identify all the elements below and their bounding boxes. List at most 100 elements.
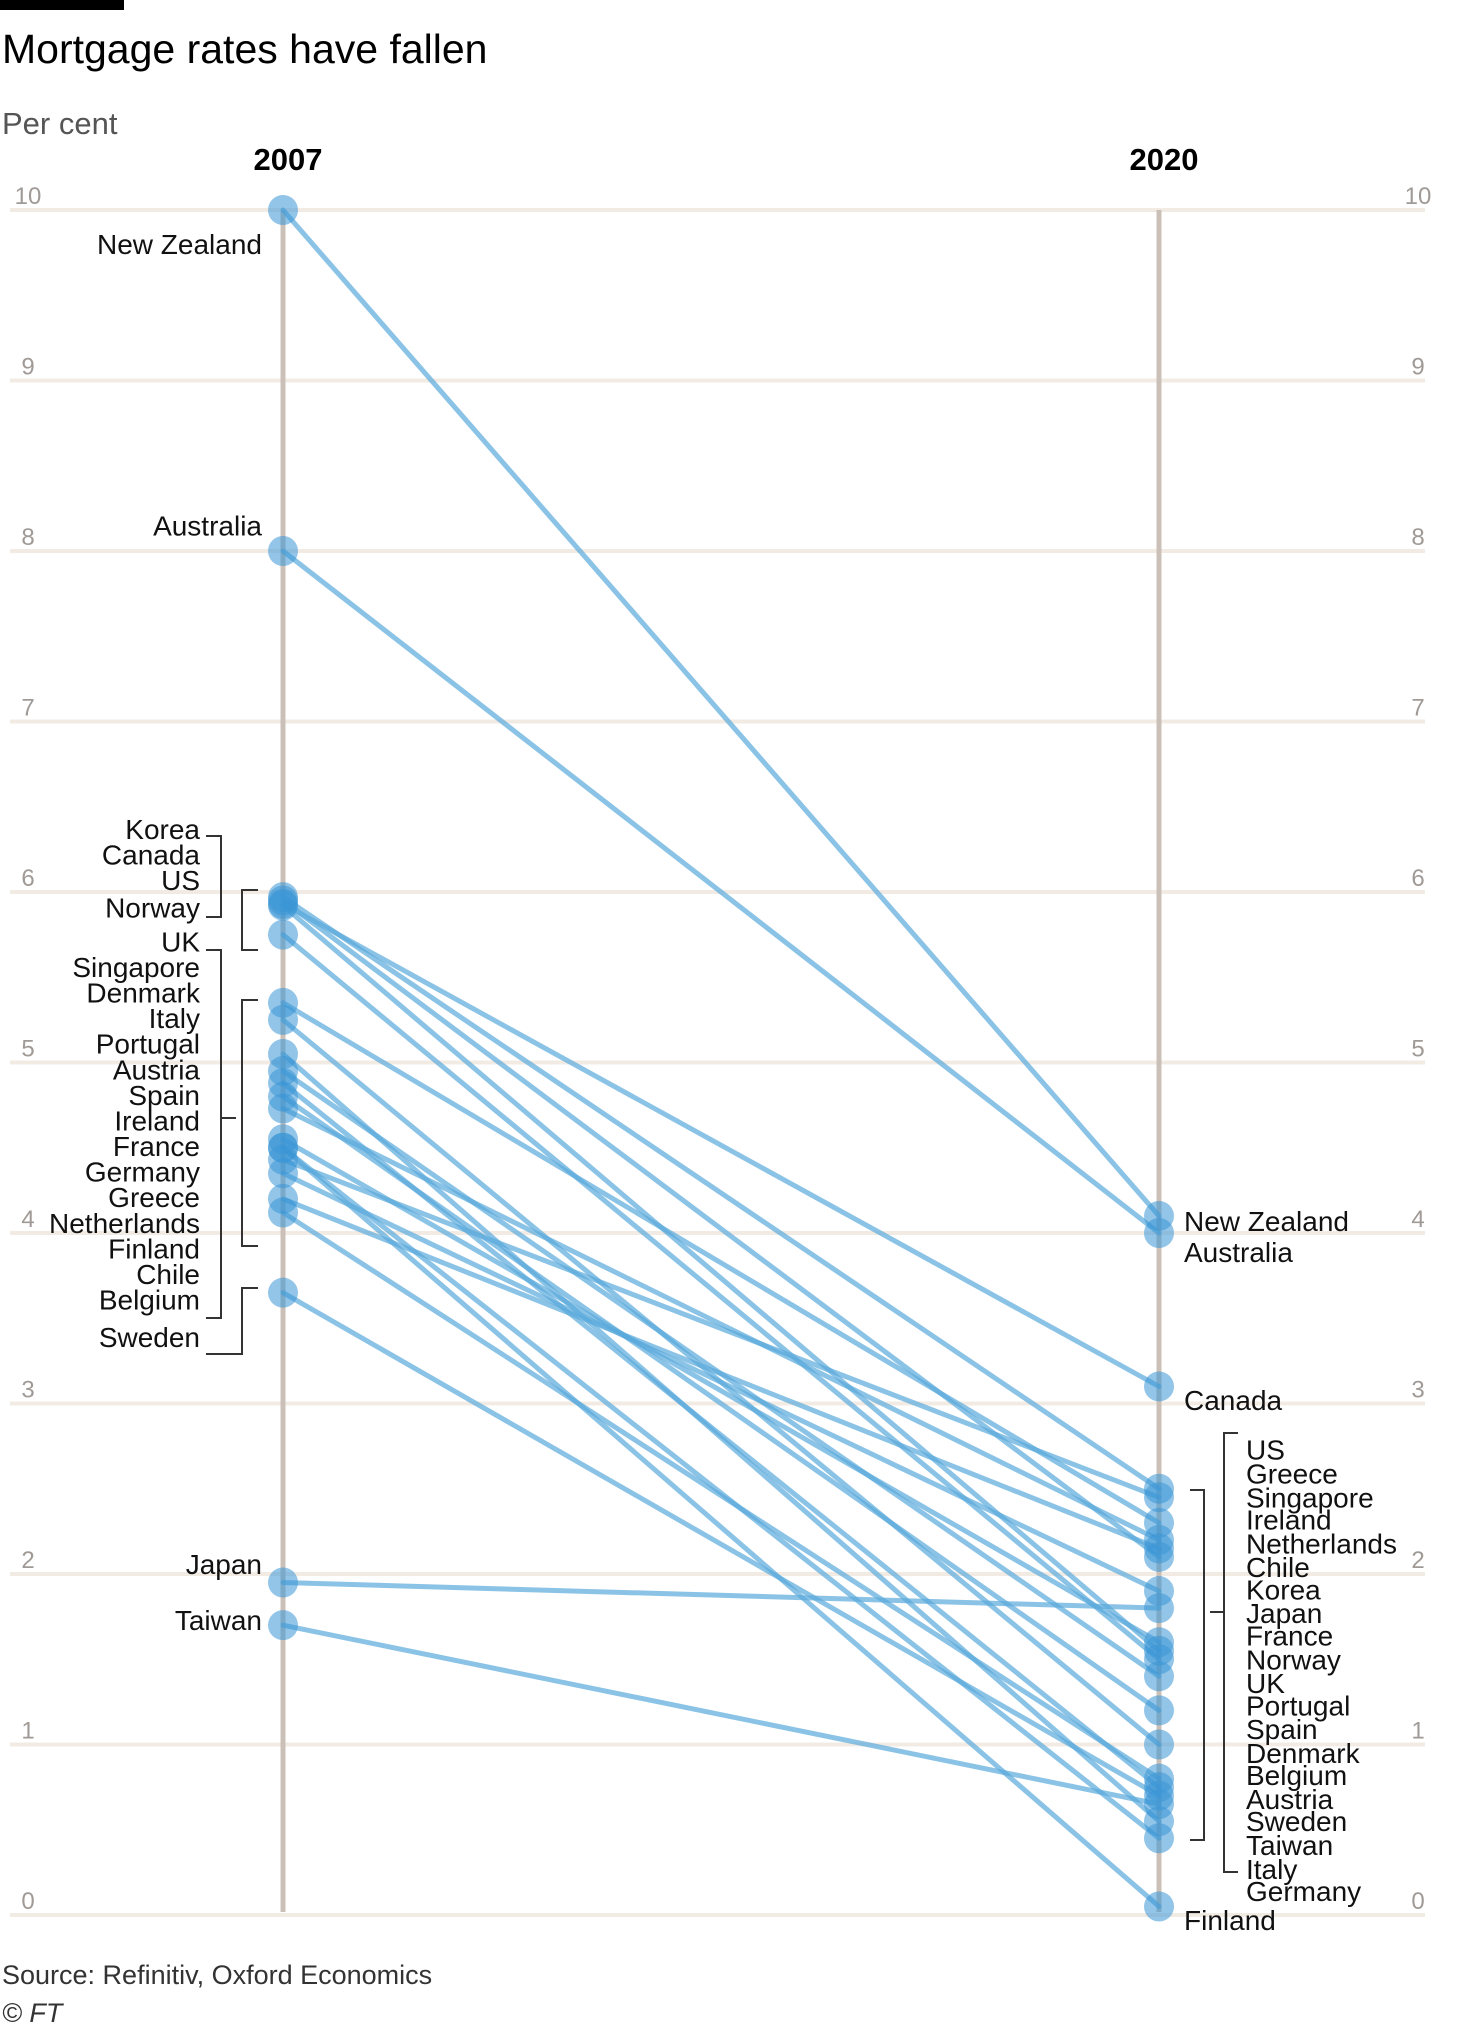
- label-2020-finland: Finland: [1184, 1905, 1276, 1936]
- label-2007-chile: Chile: [136, 1259, 200, 1290]
- label-2020-ireland: Ireland: [1246, 1504, 1332, 1535]
- bracket-sweden: [206, 1287, 258, 1355]
- label-2007-korea: Korea: [125, 814, 200, 845]
- point-2007-finland: [268, 1132, 298, 1163]
- label-2007-portugal: Portugal: [96, 1029, 200, 1060]
- line-norway: [280, 903, 1162, 1654]
- line-netherlands: [280, 1170, 1162, 1594]
- y-tick-left-4: 4: [21, 1206, 34, 1233]
- bracket-left-uk-belgium: [206, 949, 222, 1319]
- y-tick-right-3: 3: [1411, 1377, 1424, 1404]
- point-2020-greece: [1144, 1482, 1174, 1513]
- y-tick-right-9: 9: [1411, 354, 1424, 381]
- line-uk: [280, 932, 1162, 1662]
- label-2020-austria: Austria: [1246, 1784, 1334, 1815]
- label-2020-us: US: [1246, 1435, 1285, 1466]
- line-greece: [280, 1157, 1162, 1500]
- label-2007-ireland: Ireland: [114, 1105, 200, 1136]
- point-2020-finland: [1144, 1891, 1174, 1922]
- bracket-left-korea-norway: [206, 835, 222, 918]
- label-2007-finland: Finland: [108, 1233, 200, 1264]
- line-korea: [280, 898, 1162, 1560]
- line-new-zealand: [280, 207, 1162, 1219]
- label-2020-norway: Norway: [1246, 1644, 1341, 1675]
- y-tick-left-7: 7: [21, 695, 34, 722]
- chart-title: Mortgage rates have fallen: [2, 26, 488, 72]
- label-2007-taiwan: Taiwan: [175, 1605, 262, 1636]
- label-2020-denmark: Denmark: [1246, 1738, 1361, 1769]
- y-tick-left-9: 9: [21, 354, 34, 381]
- label-2007-greece: Greece: [108, 1182, 200, 1213]
- source-note: Source: Refinitiv, Oxford Economics: [2, 1960, 433, 1990]
- y-tick-left-5: 5: [21, 1036, 34, 1063]
- chart-subtitle: Per cent: [2, 106, 118, 141]
- label-2020-korea: Korea: [1246, 1574, 1321, 1605]
- top-rule: [0, 0, 124, 10]
- line-taiwan: [280, 1622, 1162, 1807]
- label-2020-greece: Greece: [1246, 1458, 1338, 1489]
- label-2020-belgium: Belgium: [1246, 1760, 1347, 1791]
- y-tick-left-0: 0: [21, 1888, 34, 1915]
- label-2007-sweden: Sweden: [99, 1322, 200, 1353]
- line-france: [280, 1136, 1162, 1645]
- point-2007-denmark: [268, 1004, 298, 1035]
- label-2020-sweden: Sweden: [1246, 1806, 1347, 1837]
- point-2020-spain: [1144, 1695, 1174, 1726]
- point-2007-australia: [268, 536, 298, 566]
- y-tick-right-10: 10: [1405, 183, 1432, 210]
- point-2007-japan: [268, 1567, 298, 1598]
- y-tick-left-6: 6: [21, 865, 34, 892]
- y-tick-right-7: 7: [1411, 695, 1424, 722]
- label-2020-japan: Japan: [1246, 1598, 1322, 1629]
- point-2007-netherlands: [268, 1158, 298, 1189]
- label-2007-us: US: [161, 865, 200, 896]
- point-2020-japan: [1144, 1593, 1174, 1624]
- label-2007-japan: Japan: [186, 1549, 262, 1580]
- line-australia: [280, 548, 1162, 1236]
- label-2020-australia: Australia: [1184, 1237, 1293, 1268]
- copyright-credit: © FT: [2, 1998, 63, 2028]
- label-2007-new-zealand: New Zealand: [97, 229, 262, 260]
- label-2007-norway: Norway: [105, 892, 200, 923]
- label-2007-germany: Germany: [85, 1157, 200, 1188]
- y-tick-right-0: 0: [1411, 1888, 1424, 1915]
- label-2020-canada: Canada: [1184, 1385, 1283, 1416]
- line-singapore: [280, 1000, 1162, 1526]
- label-2007-italy: Italy: [149, 1003, 200, 1034]
- y-tick-right-6: 6: [1411, 865, 1424, 892]
- y-tick-left-10: 10: [15, 183, 42, 210]
- label-2007-belgium: Belgium: [99, 1284, 200, 1315]
- label-2007-netherlands: Netherlands: [49, 1208, 200, 1239]
- year-label-2007: 2007: [254, 142, 323, 177]
- label-2007-singapore: Singapore: [72, 952, 200, 983]
- label-2020-portugal: Portugal: [1246, 1690, 1350, 1721]
- point-2020-germany: [1144, 1823, 1174, 1854]
- label-2020-netherlands: Netherlands: [1246, 1528, 1397, 1559]
- label-2007-uk: UK: [161, 926, 200, 957]
- y-tick-right-2: 2: [1411, 1547, 1424, 1574]
- label-2020-taiwan: Taiwan: [1246, 1830, 1333, 1861]
- point-2020-denmark: [1144, 1729, 1174, 1760]
- y-tick-right-4: 4: [1411, 1206, 1424, 1233]
- y-tick-left-1: 1: [21, 1718, 34, 1745]
- point-2007-belgium: [268, 1197, 298, 1228]
- point-2020-portugal: [1144, 1661, 1174, 1692]
- point-2007-norway: [268, 890, 298, 921]
- label-2020-italy: Italy: [1246, 1854, 1297, 1885]
- bracket-point-uk-belgium: [241, 999, 258, 1247]
- label-2020-new-zealand: New Zealand: [1184, 1206, 1349, 1237]
- y-tick-left-8: 8: [21, 524, 34, 551]
- point-2007-ireland: [268, 1093, 298, 1124]
- bracket-right-us-germany: [1223, 1432, 1238, 1873]
- line-us: [280, 894, 1162, 1492]
- point-2007-uk: [268, 919, 298, 950]
- y-tick-left-2: 2: [21, 1547, 34, 1574]
- label-2007-france: France: [113, 1131, 200, 1162]
- line-japan: [280, 1580, 1162, 1611]
- label-2007-canada: Canada: [102, 839, 201, 870]
- y-tick-right-1: 1: [1411, 1718, 1424, 1745]
- y-tick-right-5: 5: [1411, 1036, 1424, 1063]
- label-2007-denmark: Denmark: [86, 978, 201, 1009]
- label-2020-chile: Chile: [1246, 1552, 1310, 1583]
- point-2020-taiwan: [1144, 1789, 1174, 1820]
